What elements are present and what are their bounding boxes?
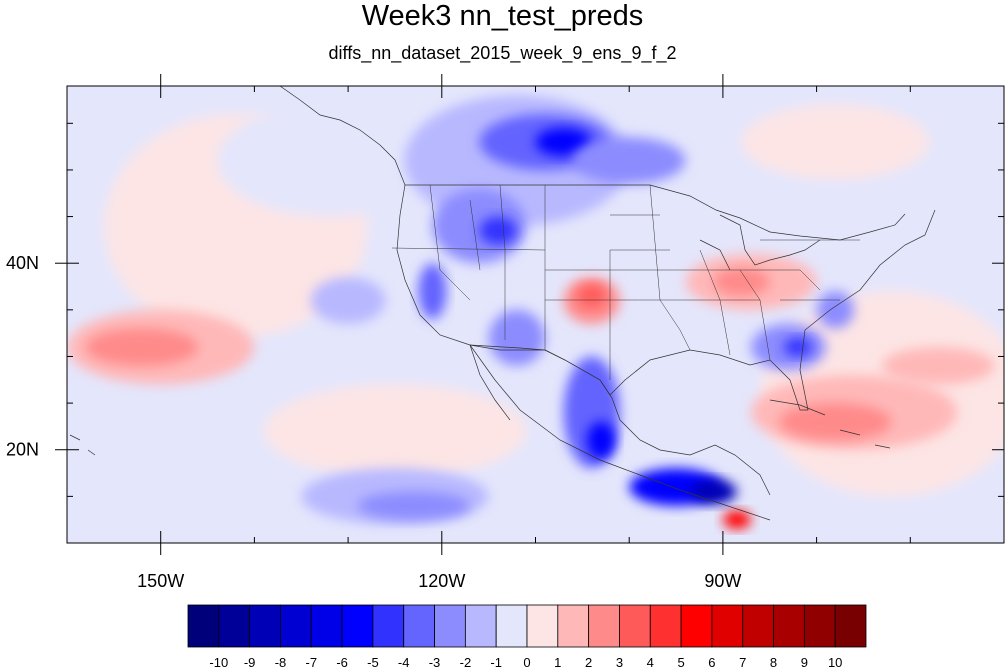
colorbar-cells <box>187 604 867 648</box>
state-lines-west <box>391 184 690 380</box>
state-lines-east <box>649 184 860 361</box>
colorbar-cell <box>249 604 281 648</box>
anomaly-region-atlantic-positive-3 <box>779 403 892 441</box>
anomaly-region-atlantic-positive-4 <box>882 347 995 385</box>
colorbar-cell <box>310 604 343 648</box>
colorbar-cell <box>711 604 744 648</box>
anomaly-region-mexico-negative-2 <box>587 421 616 460</box>
colorbar-label: 4 <box>647 655 654 670</box>
colorbar-cell <box>588 604 620 648</box>
us-mexico-border <box>469 344 613 399</box>
anomaly-field <box>67 95 1004 529</box>
us-canada-border <box>405 184 906 241</box>
axis-tick-labels: 150W 120W 90W 40N 20N <box>6 253 741 591</box>
anomaly-region-northeast-pacific-negative <box>217 104 442 217</box>
colorbar-cell <box>434 604 466 648</box>
caribbean-islands <box>69 399 891 456</box>
colorbar-label: -6 <box>336 655 348 670</box>
anomaly-region-northeast-pacific-positive <box>741 104 929 180</box>
colorbar-cell <box>680 604 713 648</box>
colorbar-labels: -10 -9 -8 -7 -6 -5 -4 -3 -2 -1 0 1 2 3 4 5 6 7 8 9 10 <box>209 655 842 670</box>
colorbar: -10 -9 -8 -7 -6 -5 -4 -3 -2 -1 0 1 2 3 4 5 6 7 8 9 10 <box>187 604 867 670</box>
anomaly-region-western-canada-negative-3 <box>535 128 592 156</box>
colorbar-cell <box>280 604 312 648</box>
lon-tick-label: 120W <box>418 571 465 591</box>
colorbar-label: -2 <box>460 655 472 670</box>
lat-tick-label: 20N <box>6 440 39 460</box>
map-title: Week3 nn_test_preds <box>361 0 644 32</box>
colorbar-cell <box>187 604 220 648</box>
colorbar-label: 6 <box>708 655 715 670</box>
anomaly-region-southwest-negative <box>488 309 545 366</box>
map-area: 150W 120W 90W 40N 20N <box>6 74 1005 591</box>
colorbar-cell <box>557 604 590 648</box>
colorbar-cell <box>649 604 682 648</box>
colorbar-label: 8 <box>770 655 777 670</box>
lon-tick-label: 90W <box>704 571 741 591</box>
anomaly-region-east-us-positive-2 <box>713 267 770 296</box>
colorbar-cell <box>218 604 251 648</box>
colorbar-cell <box>773 604 805 648</box>
lat-tick-label: 40N <box>6 253 39 273</box>
colorbar-label: 7 <box>739 655 746 670</box>
anomaly-region-northern-rockies-negative-1 <box>432 188 527 264</box>
colorbar-cell <box>526 604 559 648</box>
colorbar-label: 5 <box>677 655 684 670</box>
anomaly-region-mid-atlantic-negative <box>816 291 854 329</box>
colorbar-label: -5 <box>367 655 379 670</box>
anomaly-region-northern-rockies-negative-2 <box>479 216 517 245</box>
colorbar-cell <box>403 604 435 648</box>
colorbar-cell <box>742 604 774 648</box>
colorbar-cell <box>834 604 867 648</box>
anomaly-region-southern-plains-positive-2 <box>577 284 606 307</box>
colorbar-label: 3 <box>616 655 623 670</box>
anomaly-region-southeast-us-negative-2 <box>783 337 813 357</box>
colorbar-cell <box>464 604 497 648</box>
anomaly-region-south-mexico-negative-2 <box>690 479 737 504</box>
anomaly-region-central-pacific-positive <box>263 384 527 478</box>
anomaly-region-subtropical-pacific-positive-2 <box>85 328 199 366</box>
colorbar-cell <box>803 604 836 648</box>
anomaly-region-central-america-positive <box>722 510 752 529</box>
alaska-coast <box>279 86 406 186</box>
colorbar-label: -3 <box>429 655 441 670</box>
colorbar-label: -7 <box>306 655 318 670</box>
colorbar-label: -9 <box>244 655 256 670</box>
map-subtitle: diffs_nn_dataset_2015_week_9_ens_9_f_2 <box>328 43 677 63</box>
axis-ticks <box>55 74 1005 555</box>
colorbar-label: 10 <box>828 655 842 670</box>
colorbar-cell <box>341 604 374 648</box>
anomaly-region-california-negative <box>418 263 447 320</box>
lon-tick-label: 150W <box>137 571 184 591</box>
colorbar-cell <box>619 604 651 648</box>
anomaly-region-canadian-prairies-negative <box>573 137 686 184</box>
mexico-coast <box>469 344 771 521</box>
political-borders <box>69 86 936 521</box>
colorbar-label: -1 <box>490 655 502 670</box>
colorbar-label: -8 <box>275 655 287 670</box>
colorbar-label: -4 <box>398 655 410 670</box>
anomaly-region-offshore-negative <box>310 277 386 324</box>
colorbar-label: 9 <box>801 655 808 670</box>
colorbar-cell <box>495 604 528 648</box>
colorbar-label: 1 <box>554 655 561 670</box>
baja-california <box>469 344 511 421</box>
colorbar-label: -10 <box>209 655 228 670</box>
great-lakes <box>699 214 821 271</box>
anomaly-region-east-pacific-negative-2 <box>357 491 470 520</box>
colorbar-label: 0 <box>523 655 530 670</box>
colorbar-cell <box>372 604 405 648</box>
colorbar-label: 2 <box>585 655 592 670</box>
